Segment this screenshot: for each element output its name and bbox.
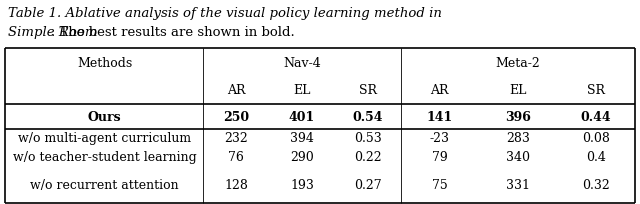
Text: 0.54: 0.54 — [353, 110, 383, 123]
Text: 141: 141 — [426, 110, 452, 123]
Text: 396: 396 — [505, 110, 531, 123]
Text: Nav-4: Nav-4 — [283, 56, 321, 69]
Text: 0.27: 0.27 — [354, 178, 381, 191]
Text: Simple Room: Simple Room — [8, 26, 97, 38]
Text: 0.53: 0.53 — [354, 132, 381, 145]
Text: 283: 283 — [506, 132, 530, 145]
Text: . The best results are shown in bold.: . The best results are shown in bold. — [51, 26, 295, 38]
Text: 128: 128 — [225, 178, 248, 191]
Text: Ours: Ours — [88, 110, 122, 123]
Text: 394: 394 — [290, 132, 314, 145]
Text: 76: 76 — [228, 150, 244, 163]
Text: 0.4: 0.4 — [586, 150, 606, 163]
Text: Meta-2: Meta-2 — [495, 56, 540, 69]
Text: Methods: Methods — [77, 56, 132, 69]
Text: 232: 232 — [225, 132, 248, 145]
Text: 290: 290 — [290, 150, 314, 163]
Text: w/o multi-agent curriculum: w/o multi-agent curriculum — [18, 132, 191, 145]
Text: EL: EL — [293, 84, 311, 97]
Text: 340: 340 — [506, 150, 530, 163]
Text: SR: SR — [587, 84, 605, 97]
Text: Table 1. Ablative analysis of the visual policy learning method in: Table 1. Ablative analysis of the visual… — [8, 7, 442, 20]
Text: 0.44: 0.44 — [580, 110, 611, 123]
Text: 250: 250 — [223, 110, 250, 123]
Text: 0.08: 0.08 — [582, 132, 610, 145]
Text: 193: 193 — [290, 178, 314, 191]
Text: 79: 79 — [432, 150, 447, 163]
Text: 75: 75 — [432, 178, 447, 191]
Text: AR: AR — [431, 84, 449, 97]
Text: 401: 401 — [289, 110, 315, 123]
Text: 331: 331 — [506, 178, 530, 191]
Text: AR: AR — [227, 84, 246, 97]
Text: -23: -23 — [429, 132, 450, 145]
Text: EL: EL — [509, 84, 527, 97]
Text: w/o recurrent attention: w/o recurrent attention — [30, 178, 179, 191]
Text: w/o teacher-student learning: w/o teacher-student learning — [13, 150, 196, 163]
Text: SR: SR — [359, 84, 377, 97]
Text: 0.22: 0.22 — [354, 150, 381, 163]
Text: 0.32: 0.32 — [582, 178, 610, 191]
